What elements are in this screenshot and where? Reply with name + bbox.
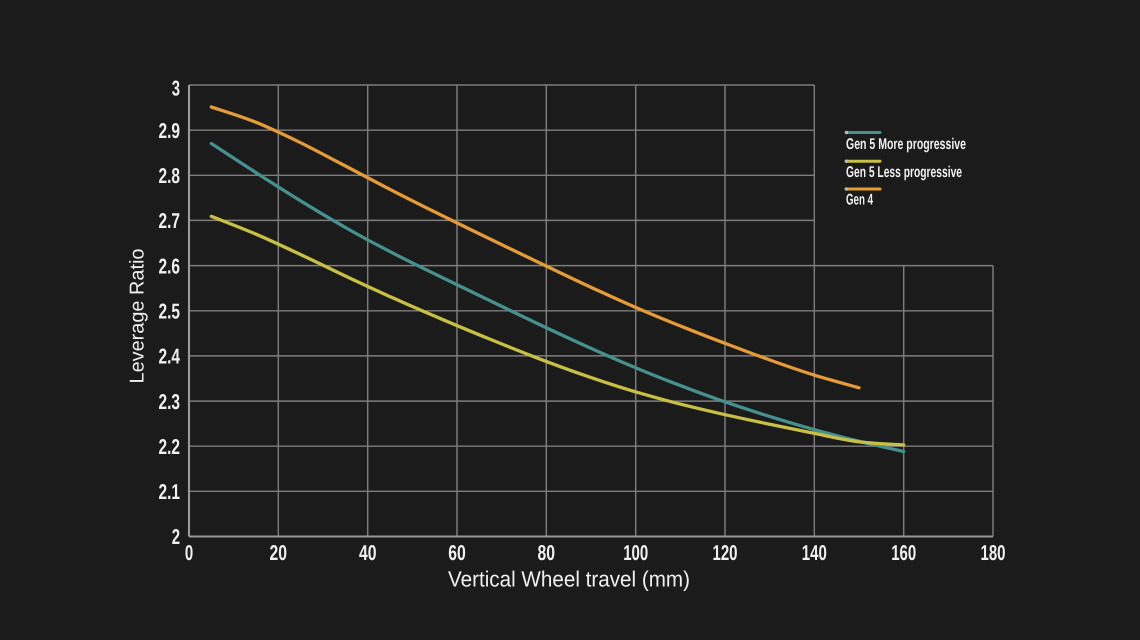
- svg-text:Gen 5 More progressive: Gen 5 More progressive: [846, 136, 966, 153]
- svg-text:Gen 4: Gen 4: [846, 192, 873, 209]
- svg-text:0: 0: [185, 541, 193, 565]
- svg-text:2.4: 2.4: [159, 345, 181, 369]
- svg-text:120: 120: [713, 541, 738, 565]
- svg-text:Leverage Ratio: Leverage Ratio: [127, 249, 149, 384]
- svg-text:2.6: 2.6: [159, 254, 181, 278]
- svg-text:3: 3: [172, 77, 180, 101]
- svg-text:20: 20: [270, 541, 288, 565]
- svg-text:60: 60: [448, 541, 466, 565]
- svg-text:140: 140: [802, 541, 827, 565]
- svg-text:160: 160: [891, 541, 916, 565]
- svg-text:2.7: 2.7: [159, 209, 181, 233]
- svg-text:Vertical Wheel travel (mm): Vertical Wheel travel (mm): [448, 567, 690, 592]
- svg-text:Gen 5 Less progressive: Gen 5 Less progressive: [846, 164, 962, 181]
- svg-text:2.5: 2.5: [159, 300, 181, 324]
- svg-text:2: 2: [172, 525, 180, 549]
- svg-text:100: 100: [623, 541, 648, 565]
- svg-text:40: 40: [359, 541, 377, 565]
- svg-text:180: 180: [981, 541, 1006, 565]
- svg-text:2.1: 2.1: [159, 480, 181, 504]
- svg-text:2.2: 2.2: [159, 435, 181, 459]
- svg-text:2.8: 2.8: [159, 164, 181, 188]
- svg-text:2.9: 2.9: [159, 119, 181, 143]
- svg-text:2.3: 2.3: [159, 390, 181, 414]
- svg-text:80: 80: [538, 541, 556, 565]
